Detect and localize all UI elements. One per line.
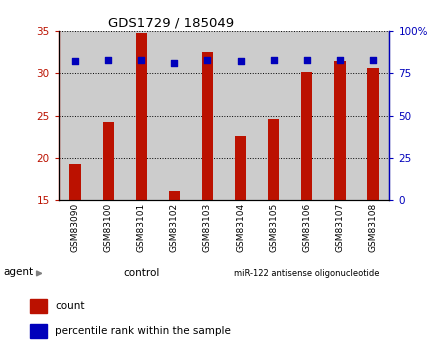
Text: agent: agent xyxy=(3,267,33,277)
Point xyxy=(237,58,243,63)
Bar xyxy=(355,31,388,200)
Bar xyxy=(256,31,289,200)
Bar xyxy=(30,299,47,313)
Bar xyxy=(201,52,213,200)
Bar xyxy=(234,136,246,200)
Text: percentile rank within the sample: percentile rank within the sample xyxy=(55,326,230,336)
Text: GSM83101: GSM83101 xyxy=(137,203,145,253)
Bar xyxy=(102,122,114,200)
Bar xyxy=(224,31,256,200)
Bar xyxy=(191,31,224,200)
Point xyxy=(204,57,210,62)
Text: GSM83090: GSM83090 xyxy=(71,203,79,253)
Text: GSM83100: GSM83100 xyxy=(104,203,112,253)
Text: GSM83106: GSM83106 xyxy=(302,203,310,253)
Bar xyxy=(168,191,180,200)
Bar xyxy=(92,31,125,200)
Point xyxy=(302,57,309,62)
Text: control: control xyxy=(123,268,159,278)
Bar xyxy=(158,31,191,200)
Point xyxy=(270,57,276,62)
Bar xyxy=(59,31,92,200)
Text: count: count xyxy=(55,301,84,311)
Bar xyxy=(366,68,378,200)
Text: GSM83102: GSM83102 xyxy=(170,203,178,252)
Point xyxy=(138,57,145,62)
Bar xyxy=(69,164,81,200)
Point xyxy=(72,59,79,64)
Bar xyxy=(300,72,312,200)
Text: miR-122 antisense oligonucleotide: miR-122 antisense oligonucleotide xyxy=(233,269,378,278)
Bar xyxy=(322,31,355,200)
Text: GDS1729 / 185049: GDS1729 / 185049 xyxy=(108,17,234,30)
Bar xyxy=(135,33,147,200)
Text: GSM83107: GSM83107 xyxy=(335,203,343,253)
Point xyxy=(105,57,112,62)
Point xyxy=(171,60,178,66)
Text: GSM83108: GSM83108 xyxy=(368,203,376,253)
Bar xyxy=(289,31,322,200)
Point xyxy=(335,57,342,62)
Point xyxy=(368,57,375,62)
Text: GSM83103: GSM83103 xyxy=(203,203,211,253)
Bar xyxy=(30,324,47,337)
Bar xyxy=(125,31,158,200)
Text: GSM83105: GSM83105 xyxy=(269,203,277,253)
Bar xyxy=(333,61,345,200)
Text: GSM83104: GSM83104 xyxy=(236,203,244,252)
Bar xyxy=(267,119,279,200)
